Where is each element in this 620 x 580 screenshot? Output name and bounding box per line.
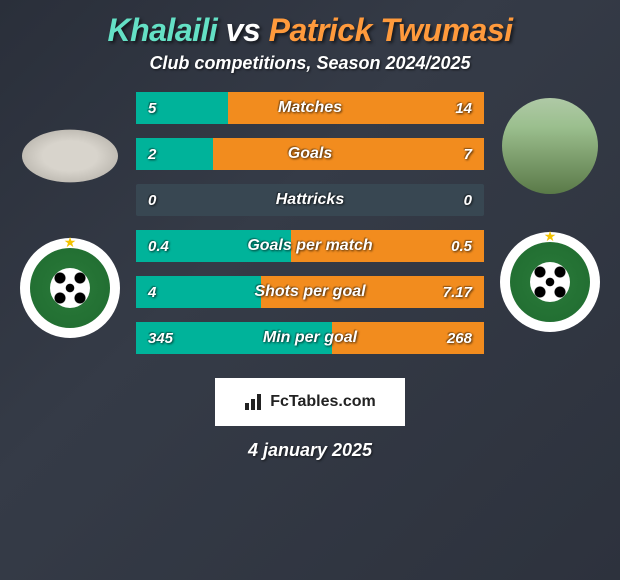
chart-icon [244,393,266,411]
title-player-a: Khalaili [107,12,217,48]
stat-row: 4 Shots per goal 7.17 [136,276,484,308]
date-text: 4 january 2025 [10,440,610,461]
player-b-club-logo: ★ [500,232,600,332]
stat-value-b: 7.17 [443,284,472,301]
stat-value-b: 0.5 [451,238,472,255]
source-brand: FcTables.com [270,393,376,411]
source-badge: FcTables.com [215,378,405,426]
comparison-area: ★ 5 Matches 14 2 Goals 7 0 Hattricks 0 0… [10,92,610,368]
player-a-column: ★ [10,92,130,338]
title-player-b: Patrick Twumasi [269,12,513,48]
stat-row: 345 Min per goal 268 [136,322,484,354]
subtitle-text: Club competitions, Season 2024/2025 [10,53,610,74]
stat-value-b: 14 [455,100,472,117]
stat-label: Goals per match [136,237,484,255]
player-a-photo [22,130,118,183]
stats-column: 5 Matches 14 2 Goals 7 0 Hattricks 0 0.4… [130,92,490,368]
stat-value-b: 0 [464,192,472,209]
player-a-club-logo: ★ [20,238,120,338]
stat-row: 0 Hattricks 0 [136,184,484,216]
page-title: Khalaili vs Patrick Twumasi [10,12,610,49]
stat-label: Min per goal [136,329,484,347]
stat-value-b: 7 [464,146,472,163]
player-b-photo [502,98,598,194]
stat-row: 2 Goals 7 [136,138,484,170]
title-vs: vs [226,12,261,48]
stat-row: 0.4 Goals per match 0.5 [136,230,484,262]
stat-label: Shots per goal [136,283,484,301]
stat-label: Goals [136,145,484,163]
player-b-column: ★ [490,92,610,332]
stat-label: Matches [136,99,484,117]
stat-value-b: 268 [447,330,472,347]
stat-row: 5 Matches 14 [136,92,484,124]
stat-label: Hattricks [136,191,484,209]
